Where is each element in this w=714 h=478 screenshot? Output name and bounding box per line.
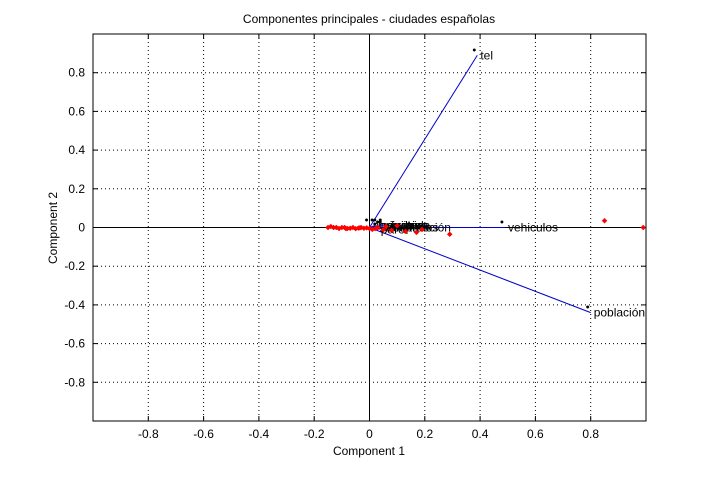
chart-title: Componentes principales - ciudades españ… [243,12,495,26]
y-axis-label: Component 2 [46,192,60,264]
vector-label: población [594,306,645,320]
x-axis-label: Component 1 [333,444,405,458]
vector-marker: • [586,302,590,314]
score-point [388,227,395,234]
y-tick-label: -0.2 [64,259,85,273]
x-tick-label: -0.2 [304,427,325,441]
plot-frame [92,33,647,422]
y-tick-label: 0.2 [68,182,85,196]
vector-label: construcción [384,221,451,235]
vector-line [369,55,478,228]
score-point [394,222,401,229]
y-tick-label: -0.4 [64,298,85,312]
x-tick-label: 0.2 [416,427,433,441]
vector-marker: • [378,217,382,229]
score-point [640,224,647,231]
vector-marker: • [376,217,380,229]
score-point [374,224,381,231]
vector-line [369,227,591,314]
score-point [327,223,334,230]
vector-marker: • [373,215,377,227]
score-point [383,223,389,230]
vector-marker: • [378,215,382,227]
vector-marker: • [500,217,504,229]
vector-marker: • [472,44,476,56]
x-tick-label: -0.4 [249,427,270,441]
loading-vectors: • tel• vehiculos• población• agricultura• ind… [365,44,646,319]
score-point [419,226,425,233]
y-tick-label: 0.4 [68,143,85,157]
vector-marker: • [365,215,369,227]
score-points [325,217,647,238]
score-point [380,226,387,233]
x-tick-label: 0.6 [527,427,544,441]
y-tick-label: 0.8 [68,66,85,80]
score-point [413,229,420,236]
x-tick-label: 0 [366,427,373,441]
vector-label: agricultura [373,219,429,233]
vector-marker: • [373,218,377,230]
vector-marker: • [370,215,374,227]
vector-label: industria [378,219,424,233]
y-tick-label: -0.8 [64,375,85,389]
y-tick-label: -0.6 [64,337,85,351]
vector-label: vehiculos [508,221,558,235]
score-point [402,228,409,235]
vector-label: tel [480,48,493,62]
tick-labels: -0.8 -0.6 -0.4 -0.2 0 0.2 0.4 0.6 0.8 0.8 0.6 0.4 0.… [64,66,599,441]
score-point [601,217,608,224]
y-tick-label: 0 [78,221,85,235]
vector-label: ocupados [386,221,438,235]
score-point [446,231,453,238]
x-tick-label: 0.8 [582,427,599,441]
x-tick-label: -0.8 [138,427,159,441]
x-tick-label: -0.6 [193,427,214,441]
x-tick-label: 0.4 [472,427,489,441]
y-tick-label: 0.6 [68,104,85,118]
